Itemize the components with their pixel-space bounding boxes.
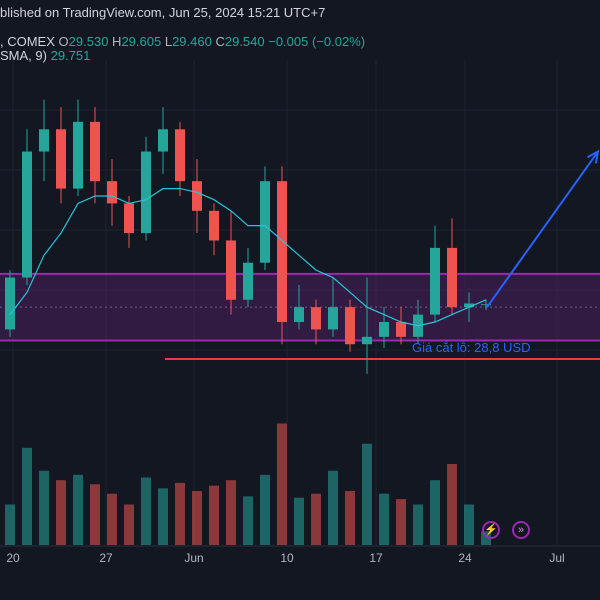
volume-bar (260, 474, 270, 545)
candle-body (328, 307, 338, 330)
candle-body (447, 247, 457, 308)
candle-body (294, 307, 304, 322)
forward-icon[interactable]: » (512, 521, 530, 539)
stop-loss-label: Giá cắt lỗ: 28,8 USD (412, 340, 531, 355)
volume-bar (56, 480, 66, 545)
candle-body (396, 322, 406, 337)
projection-arrow-head (586, 149, 600, 164)
volume-bar (39, 470, 49, 545)
volume-bar (430, 480, 440, 545)
candle-body (192, 181, 202, 211)
high-label: H (112, 34, 122, 49)
volume-bar (345, 491, 355, 545)
x-tick-label: 27 (99, 551, 113, 565)
candle-body (107, 181, 117, 204)
candle-body (243, 262, 253, 300)
volume-bar (481, 531, 491, 545)
volume-bar (413, 504, 423, 545)
volume-bar (396, 499, 406, 545)
candle-body (209, 210, 219, 241)
time-axis-background (0, 546, 600, 568)
ohlc-legend: , COMEX O29.530 H29.605 L29.460 C29.540 … (0, 34, 365, 49)
x-tick-label: Jun (184, 551, 203, 565)
volume-bar (5, 504, 15, 545)
candle-body (124, 203, 134, 234)
candle-body (56, 129, 66, 189)
candle-body (141, 151, 151, 234)
close-value: 29.540 (224, 34, 265, 49)
volume-bar (158, 488, 168, 545)
volume-bar (73, 474, 83, 545)
volume-bar (175, 482, 185, 545)
volume-bar (379, 493, 389, 545)
open-label: O (58, 34, 69, 49)
candle-body (277, 181, 287, 322)
high-value: 29.605 (121, 34, 162, 49)
x-tick-label: Jul (549, 551, 564, 565)
sma-line (9, 187, 487, 327)
candle-body (5, 277, 15, 330)
candle-body (311, 307, 321, 330)
x-tick-label: 20 (6, 551, 20, 565)
candle-body (158, 129, 168, 152)
candle-body (73, 121, 83, 189)
sma-legend: SMA, 9) 29.751 (0, 48, 90, 63)
volume-bar (90, 484, 100, 545)
volume-bar (362, 443, 372, 545)
sma-label: SMA, 9) (0, 48, 47, 63)
candle-body (464, 303, 474, 308)
x-tick-label: 10 (280, 551, 294, 565)
volume-bar (141, 477, 151, 545)
change-value: −0.005 (−0.02%) (268, 34, 366, 49)
volume-bar (124, 504, 134, 545)
volume-bar (294, 497, 304, 545)
candle-body (345, 307, 355, 345)
volume-bar (243, 496, 253, 545)
volume-bar (226, 480, 236, 545)
volume-bar (192, 491, 202, 545)
candle-body (362, 336, 372, 345)
volume-bar (447, 464, 457, 545)
volume-bar (311, 493, 321, 545)
volume-bar (107, 493, 117, 545)
x-tick-label: 17 (369, 551, 383, 565)
x-tick-label: 24 (458, 551, 472, 565)
low-value: 29.460 (172, 34, 212, 49)
candle-body (260, 181, 270, 263)
publish-info: blished on TradingView.com, Jun 25, 2024… (0, 5, 326, 20)
candle-body (175, 129, 185, 182)
exchange-label: , COMEX (0, 34, 55, 49)
candle-body (39, 129, 49, 152)
open-value: 29.530 (68, 34, 109, 49)
candle-body (481, 304, 491, 306)
volume-bar (209, 485, 219, 545)
volume-bar (277, 423, 287, 545)
lightning-icon[interactable]: ⚡ (482, 521, 500, 539)
close-label: C (215, 34, 225, 49)
low-label: L (164, 34, 173, 49)
candle-body (226, 240, 236, 300)
volume-bar (328, 470, 338, 545)
candle-body (90, 121, 100, 182)
candle-body (430, 247, 440, 315)
candle-body (22, 151, 32, 278)
volume-bar (464, 504, 474, 545)
sma-value: 29.751 (50, 48, 91, 63)
candle-body (379, 322, 389, 337)
volume-bar (22, 447, 32, 545)
projection-arrow (486, 150, 599, 308)
